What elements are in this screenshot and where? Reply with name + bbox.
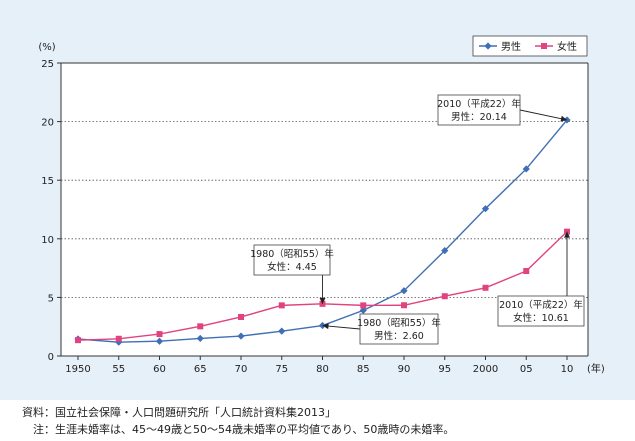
annotation-box bbox=[253, 244, 331, 276]
x-tick-label: 2000 bbox=[473, 364, 498, 375]
legend-box bbox=[472, 35, 588, 57]
data-point bbox=[115, 335, 122, 342]
legend-label: 女性 bbox=[557, 40, 577, 53]
annotation-label: 2010（平成22）年 bbox=[437, 98, 521, 110]
data-point bbox=[522, 165, 530, 173]
data-point bbox=[400, 287, 408, 295]
annotation-arrowhead bbox=[560, 115, 567, 122]
annotation-arrowhead bbox=[319, 297, 326, 304]
annotation-box bbox=[437, 94, 521, 126]
legend: 男性 女性 bbox=[472, 35, 588, 57]
x-tick-label: 10 bbox=[561, 364, 574, 375]
y-tick-label: 5 bbox=[48, 293, 54, 304]
data-point bbox=[441, 293, 448, 300]
y-tick-label: 0 bbox=[48, 352, 54, 363]
annotation-label: 男性：20.14 bbox=[451, 111, 507, 123]
data-point bbox=[278, 327, 286, 335]
legend-label: 男性 bbox=[501, 40, 521, 53]
data-point bbox=[75, 337, 81, 344]
data-point bbox=[481, 205, 490, 213]
annotation-label: 1980（昭和55）年 bbox=[250, 248, 334, 260]
data-point bbox=[115, 338, 123, 346]
y-unit-label: (%) bbox=[38, 42, 55, 53]
x-tick-label: 90 bbox=[398, 364, 411, 375]
x-tick-label: 05 bbox=[520, 364, 533, 375]
x-tick-label: 80 bbox=[316, 364, 329, 375]
annotation-label: 男性：2.60 bbox=[374, 330, 424, 342]
data-point bbox=[278, 302, 285, 309]
x-tick-label: 55 bbox=[112, 364, 125, 375]
y-tick-label: 15 bbox=[41, 176, 54, 187]
x-tick-label: 65 bbox=[194, 364, 207, 375]
legend-marker bbox=[541, 43, 547, 49]
annotation-label: 女性：4.45 bbox=[267, 261, 317, 273]
data-point bbox=[360, 302, 367, 309]
data-point bbox=[523, 268, 530, 275]
data-point bbox=[197, 323, 204, 330]
y-tick-label: 10 bbox=[41, 235, 54, 246]
footnote: 注：生涯未婚率は、45～49歳と50～54歳未婚率の平均値であり、50歳時の未婚… bbox=[22, 423, 455, 436]
y-tick-label: 20 bbox=[41, 118, 54, 129]
data-point bbox=[237, 332, 245, 340]
annotation: 2010（平成22）年女性：10.61 bbox=[497, 231, 585, 327]
annotation: 1980（昭和55）年女性：4.45 bbox=[250, 244, 334, 304]
annotation-pointer bbox=[519, 109, 568, 121]
legend-marker bbox=[484, 42, 492, 50]
data-point bbox=[359, 306, 367, 315]
data-point bbox=[441, 247, 449, 255]
x-tick-label: 60 bbox=[153, 364, 166, 375]
data-point bbox=[156, 331, 163, 338]
data-point bbox=[196, 334, 204, 343]
x-tick-label: 85 bbox=[357, 364, 370, 375]
annotation-box bbox=[359, 313, 439, 345]
annotation: 2010（平成22）年男性：20.14 bbox=[437, 94, 568, 126]
x-tick-label: 95 bbox=[438, 364, 451, 375]
y-tick-label: 25 bbox=[41, 59, 54, 70]
annotation: 1980（昭和55）年男性：2.60 bbox=[322, 313, 441, 345]
annotation-arrowhead bbox=[322, 323, 329, 330]
x-tick-label: 70 bbox=[235, 364, 248, 375]
source-note: 資料：国立社会保障・人口問題研究所「人口統計資料集2013」 bbox=[22, 406, 336, 419]
annotation-label: 女性：10.61 bbox=[513, 312, 569, 324]
annotation-label: 2010（平成22）年 bbox=[499, 299, 583, 311]
annotation-label: 1980（昭和55）年 bbox=[357, 317, 441, 329]
data-point bbox=[401, 302, 407, 309]
chart-panel: 0 5 10 15 20 25 (%) 1950 55 60 65 70 75 80 85 90 95 2000 0… bbox=[0, 0, 635, 400]
chart-notes: 資料：国立社会保障・人口問題研究所「人口統計資料集2013」 注：生涯未婚率は、… bbox=[22, 404, 454, 438]
x-tick-label: 1950 bbox=[65, 364, 90, 375]
annotation-box bbox=[497, 295, 585, 327]
annotation-arrowhead bbox=[564, 231, 570, 238]
x-unit-label: (年) bbox=[587, 362, 605, 375]
annotation-pointer bbox=[322, 325, 361, 330]
x-tick-label: 75 bbox=[275, 364, 288, 375]
data-point bbox=[238, 313, 244, 320]
data-point bbox=[155, 337, 164, 345]
data-point bbox=[482, 284, 489, 291]
